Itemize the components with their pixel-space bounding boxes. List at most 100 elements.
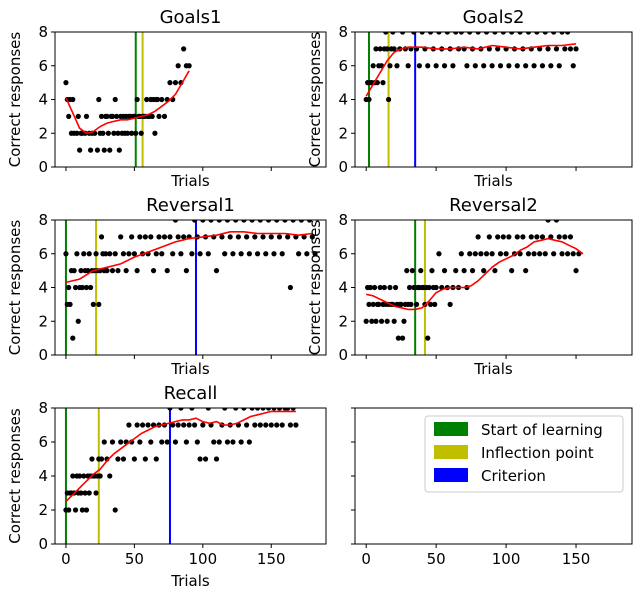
- data-point: [153, 456, 159, 462]
- data-point: [444, 32, 450, 35]
- data-point: [390, 32, 396, 35]
- data-point: [260, 234, 266, 240]
- data-point: [433, 284, 439, 291]
- data-point: [123, 268, 129, 274]
- data-point: [159, 439, 165, 445]
- data-point: [441, 268, 448, 274]
- data-point: [87, 147, 94, 153]
- data-point: [81, 473, 87, 479]
- data-point: [164, 439, 170, 445]
- panel-1: 0 2 4 6 8 Goals1 Trials Correct responses: [6, 7, 327, 190]
- data-point: [75, 113, 81, 119]
- data-point: [137, 234, 143, 240]
- data-point: [427, 301, 434, 307]
- data-point: [175, 234, 181, 240]
- data-point: [528, 234, 534, 240]
- data-point: [387, 63, 393, 69]
- data-point: [276, 234, 283, 240]
- data-point: [567, 234, 574, 240]
- data-point: [411, 32, 417, 35]
- data-point: [104, 268, 110, 274]
- data-point: [399, 335, 406, 341]
- data-point: [447, 301, 453, 307]
- data-point: [126, 251, 132, 257]
- fit-line: [65, 70, 190, 135]
- data-point: [112, 96, 118, 103]
- data-point: [539, 234, 546, 240]
- data-point: [77, 473, 83, 479]
- data-point: [436, 251, 442, 257]
- data-point: [86, 251, 92, 257]
- data-point: [373, 46, 379, 52]
- x-axis-label: Trials: [473, 360, 513, 378]
- fit-line: [366, 237, 584, 311]
- data-point: [377, 284, 383, 291]
- data-point: [385, 96, 392, 103]
- data-point: [263, 422, 269, 428]
- y-tick-label: 2: [338, 124, 348, 142]
- data-point: [70, 96, 76, 103]
- plot-area: [363, 220, 584, 355]
- data-point: [104, 113, 110, 119]
- data-point: [271, 251, 277, 257]
- data-point: [70, 473, 76, 479]
- data-point: [478, 251, 484, 257]
- data-point: [398, 301, 404, 307]
- data-point: [139, 422, 146, 428]
- data-point: [79, 284, 85, 291]
- data-point: [503, 251, 509, 257]
- data-point: [72, 507, 79, 513]
- data-point: [246, 439, 252, 445]
- x-tick-label: 150: [562, 550, 591, 568]
- data-point: [72, 284, 79, 291]
- data-point: [562, 234, 568, 240]
- data-point: [120, 251, 127, 257]
- panel-2: 0 2 4 6 8 Goals2 Trials Correct responses: [306, 7, 633, 190]
- data-point: [118, 439, 124, 445]
- data-point: [186, 63, 192, 69]
- data-point: [85, 268, 91, 274]
- data-point: [514, 234, 520, 240]
- legend-box: [424, 415, 624, 493]
- data-point: [380, 80, 386, 86]
- data-point: [506, 63, 512, 69]
- data-point: [461, 268, 467, 274]
- x-tick-label: 50: [427, 550, 446, 568]
- data-point: [230, 439, 236, 445]
- data-point: [222, 408, 228, 411]
- data-point: [391, 46, 397, 52]
- data-point: [265, 220, 272, 223]
- data-point: [192, 220, 198, 223]
- chart-title: Reversal1: [146, 195, 235, 216]
- y-tick-label: 4: [38, 279, 48, 297]
- data-point: [109, 439, 116, 445]
- axes-frame: [354, 31, 633, 168]
- data-point: [567, 46, 574, 52]
- data-point: [285, 408, 291, 411]
- data-point: [565, 32, 571, 35]
- plot-area: [63, 220, 318, 355]
- data-point: [373, 318, 379, 324]
- data-point: [441, 63, 448, 69]
- data-point: [298, 220, 304, 223]
- data-point: [216, 439, 222, 445]
- data-point: [559, 32, 565, 35]
- data-point: [93, 490, 99, 496]
- data-point: [137, 439, 143, 445]
- data-point: [429, 268, 435, 274]
- data-point: [306, 220, 313, 223]
- y-axis-label: Correct responses: [6, 408, 24, 544]
- data-point: [486, 46, 492, 52]
- data-point: [290, 408, 296, 411]
- legend-swatch: [434, 445, 468, 459]
- data-point: [233, 220, 239, 223]
- data-point: [78, 490, 84, 496]
- data-point: [134, 96, 140, 103]
- data-point: [517, 251, 523, 257]
- panel-3: 0 2 4 6 8 Reversal1 Trials Correct responses: [6, 195, 327, 378]
- data-point: [257, 220, 263, 223]
- data-point: [562, 46, 568, 52]
- data-point: [112, 507, 118, 513]
- data-point: [112, 251, 118, 257]
